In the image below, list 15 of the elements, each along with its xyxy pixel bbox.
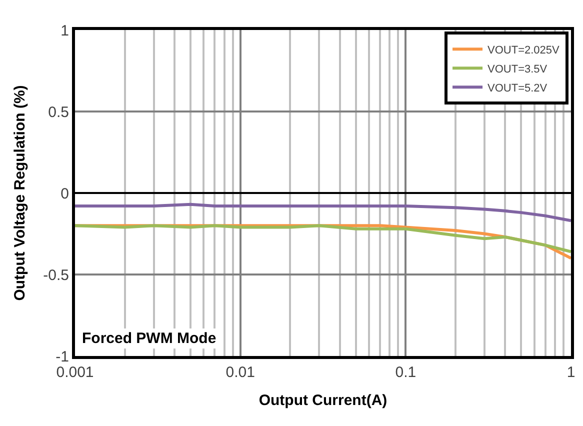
y-tick-label: 1 — [60, 22, 69, 40]
legend-label: VOUT=5.2V — [488, 82, 548, 94]
y-tick-label: -0.5 — [43, 266, 69, 284]
x-tick-label: 0.001 — [56, 364, 94, 381]
annotation: Forced PWM Mode — [82, 330, 216, 347]
x-tick-label: 0.1 — [395, 364, 416, 381]
y-tick-label: 0 — [60, 185, 69, 202]
legend-label: VOUT=3.5V — [488, 63, 548, 76]
x-tick-label: 0.01 — [226, 364, 255, 381]
x-axis-title: Output Current(A) — [258, 392, 388, 409]
y-axis-title: Output Voltage Regulation (%) — [11, 85, 28, 301]
x-tick-label: 1 — [566, 364, 576, 381]
y-tick-label: 0.5 — [48, 104, 69, 121]
y-tick-label: -1 — [56, 348, 69, 366]
legend-label: VOUT=2.025V — [488, 44, 560, 56]
